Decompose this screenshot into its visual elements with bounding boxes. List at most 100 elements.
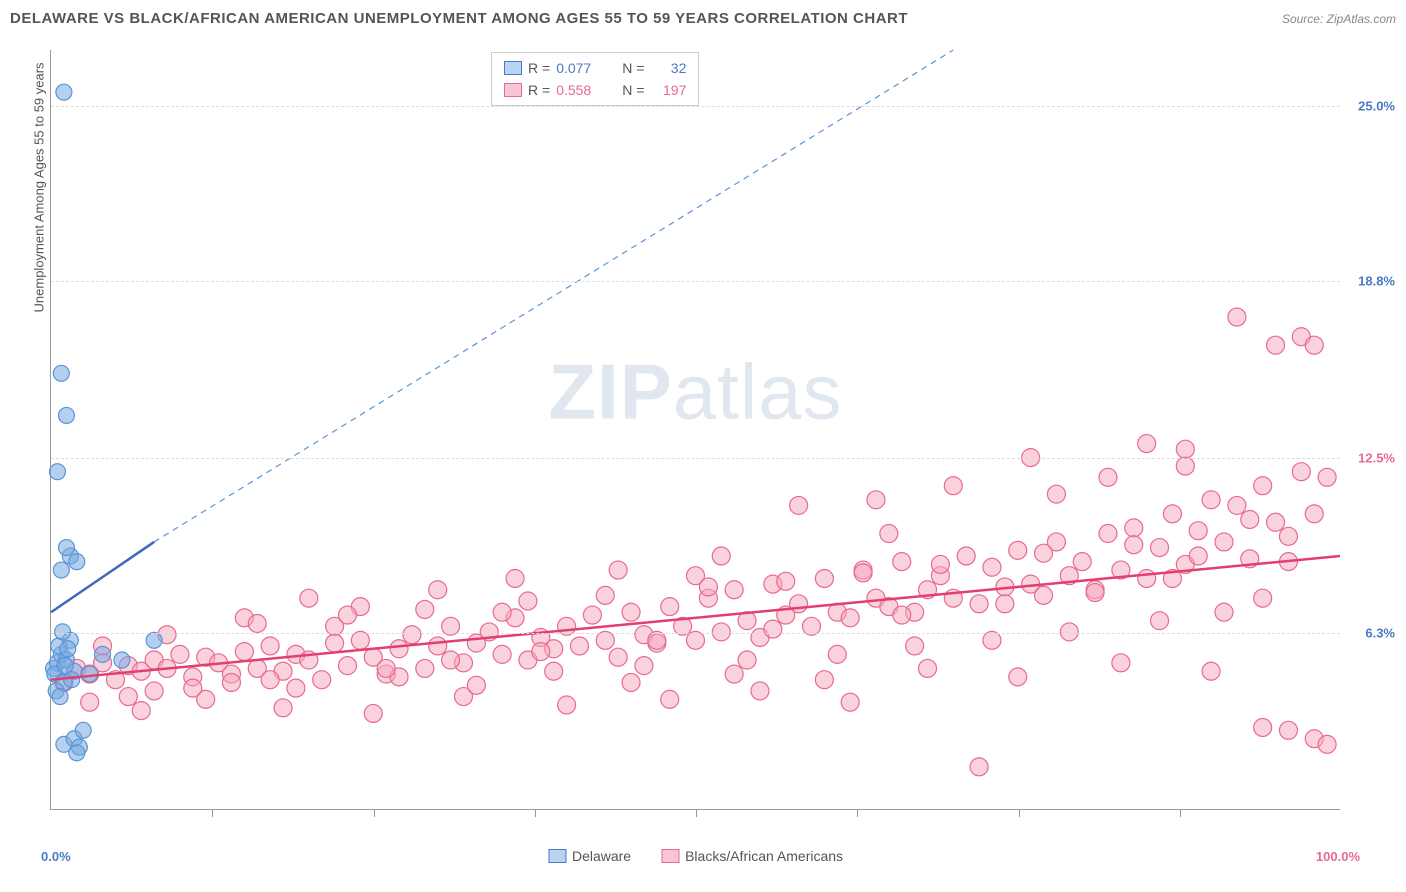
- data-point: [146, 632, 162, 648]
- data-point: [996, 595, 1014, 613]
- data-point: [1035, 544, 1053, 562]
- stats-legend-row: R =0.077N =32: [504, 57, 686, 79]
- data-point: [983, 558, 1001, 576]
- data-point: [1138, 435, 1156, 453]
- data-point: [58, 407, 74, 423]
- data-point: [403, 626, 421, 644]
- data-point: [1292, 463, 1310, 481]
- data-point: [416, 659, 434, 677]
- data-point: [790, 595, 808, 613]
- data-point: [944, 477, 962, 495]
- x-tick: [535, 809, 536, 817]
- data-point: [1318, 468, 1336, 486]
- legend-swatch: [548, 849, 566, 863]
- data-point: [1267, 513, 1285, 531]
- r-label: R =: [528, 57, 550, 79]
- data-point: [687, 631, 705, 649]
- data-point: [661, 690, 679, 708]
- legend-swatch: [661, 849, 679, 863]
- data-point: [1279, 527, 1297, 545]
- chart-title: DELAWARE VS BLACK/AFRICAN AMERICAN UNEMP…: [10, 10, 908, 27]
- data-point: [1228, 308, 1246, 326]
- data-point: [957, 547, 975, 565]
- data-point: [351, 631, 369, 649]
- data-point: [75, 722, 91, 738]
- y-axis-label: Unemployment Among Ages 55 to 59 years: [32, 62, 47, 312]
- x-tick: [696, 809, 697, 817]
- data-point: [1189, 522, 1207, 540]
- data-point: [1279, 721, 1297, 739]
- data-point: [1086, 584, 1104, 602]
- data-point: [287, 679, 305, 697]
- data-point: [1202, 662, 1220, 680]
- legend-item: Blacks/African Americans: [661, 848, 843, 864]
- data-point: [1099, 468, 1117, 486]
- data-point: [906, 637, 924, 655]
- gridline: [51, 281, 1340, 282]
- y-tick-label: 6.3%: [1365, 625, 1395, 640]
- trend-line: [154, 50, 953, 542]
- data-point: [364, 704, 382, 722]
- data-point: [648, 631, 666, 649]
- data-point: [377, 659, 395, 677]
- data-point: [1009, 541, 1027, 559]
- data-point: [1047, 485, 1065, 503]
- data-point: [635, 657, 653, 675]
- gridline: [51, 633, 1340, 634]
- data-point: [712, 547, 730, 565]
- data-point: [390, 640, 408, 658]
- n-label: N =: [622, 57, 644, 79]
- data-point: [493, 645, 511, 663]
- data-point: [893, 553, 911, 571]
- data-point: [1073, 553, 1091, 571]
- data-point: [725, 581, 743, 599]
- data-point: [261, 637, 279, 655]
- n-value: 32: [650, 57, 686, 79]
- data-point: [596, 586, 614, 604]
- gridline: [51, 106, 1340, 107]
- y-tick-label: 18.8%: [1358, 273, 1395, 288]
- data-point: [880, 525, 898, 543]
- data-point: [56, 84, 72, 100]
- n-label: N =: [622, 79, 644, 101]
- legend-swatch: [504, 83, 522, 97]
- data-point: [1163, 505, 1181, 523]
- data-point: [69, 554, 85, 570]
- data-point: [815, 671, 833, 689]
- data-point: [1125, 519, 1143, 537]
- data-point: [1254, 718, 1272, 736]
- data-point: [442, 651, 460, 669]
- data-point: [114, 652, 130, 668]
- data-point: [570, 637, 588, 655]
- data-point: [416, 600, 434, 618]
- data-point: [919, 659, 937, 677]
- scatter-svg: [51, 50, 1340, 809]
- data-point: [82, 666, 98, 682]
- data-point: [1112, 654, 1130, 672]
- data-point: [622, 674, 640, 692]
- data-point: [841, 609, 859, 627]
- data-point: [52, 689, 68, 705]
- data-point: [49, 464, 65, 480]
- data-point: [64, 672, 80, 688]
- data-point: [69, 745, 85, 761]
- data-point: [313, 671, 331, 689]
- data-point: [815, 570, 833, 588]
- data-point: [222, 674, 240, 692]
- data-point: [429, 637, 447, 655]
- legend-swatch: [504, 61, 522, 75]
- data-point: [931, 555, 949, 573]
- data-point: [558, 696, 576, 714]
- data-point: [1125, 536, 1143, 554]
- data-point: [1215, 533, 1233, 551]
- y-tick-label: 25.0%: [1358, 99, 1395, 114]
- data-point: [338, 657, 356, 675]
- data-point: [777, 572, 795, 590]
- data-point: [661, 598, 679, 616]
- data-point: [119, 688, 137, 706]
- data-point: [1305, 336, 1323, 354]
- x-tick: [374, 809, 375, 817]
- data-point: [1267, 336, 1285, 354]
- data-point: [326, 634, 344, 652]
- data-point: [828, 645, 846, 663]
